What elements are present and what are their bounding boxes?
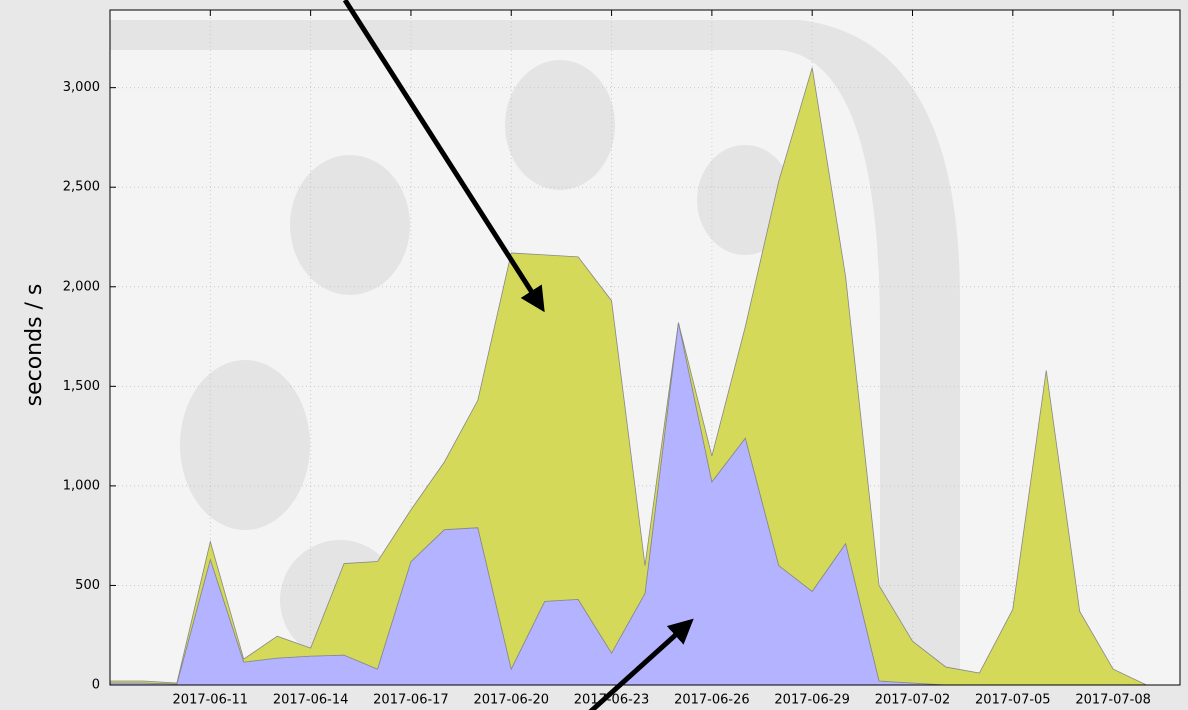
y-tick-label: 3,000 — [63, 80, 100, 95]
x-tick-label: 2017-06-14 — [273, 693, 349, 708]
y-tick-label: 1,000 — [63, 478, 100, 493]
y-tick-label: 0 — [92, 678, 100, 693]
y-tick-label: 2,500 — [63, 180, 100, 195]
x-tick-label: 2017-07-05 — [975, 693, 1051, 708]
chart: seconds / s 0 500 1,000 1,500 2,000 2,500 3,00… — [0, 0, 1188, 710]
x-tick-label: 2017-06-17 — [373, 693, 449, 708]
y-tick-label: 1,500 — [63, 379, 100, 394]
page: seconds / s 0 500 1,000 1,500 2,000 2,500 3,00… — [0, 0, 1188, 710]
x-tick-label: 2017-06-20 — [473, 693, 549, 708]
x-tick-label: 2017-06-29 — [774, 693, 850, 708]
y-tick-label: 500 — [75, 578, 100, 593]
x-tick-label: 2017-07-08 — [1075, 693, 1151, 708]
x-tick-label: 2017-06-11 — [173, 693, 249, 708]
y-tick-label: 2,000 — [63, 279, 100, 294]
y-axis-label: seconds / s — [22, 284, 47, 407]
x-tick-label: 2017-06-26 — [674, 693, 750, 708]
x-tick-label: 2017-07-02 — [875, 693, 951, 708]
